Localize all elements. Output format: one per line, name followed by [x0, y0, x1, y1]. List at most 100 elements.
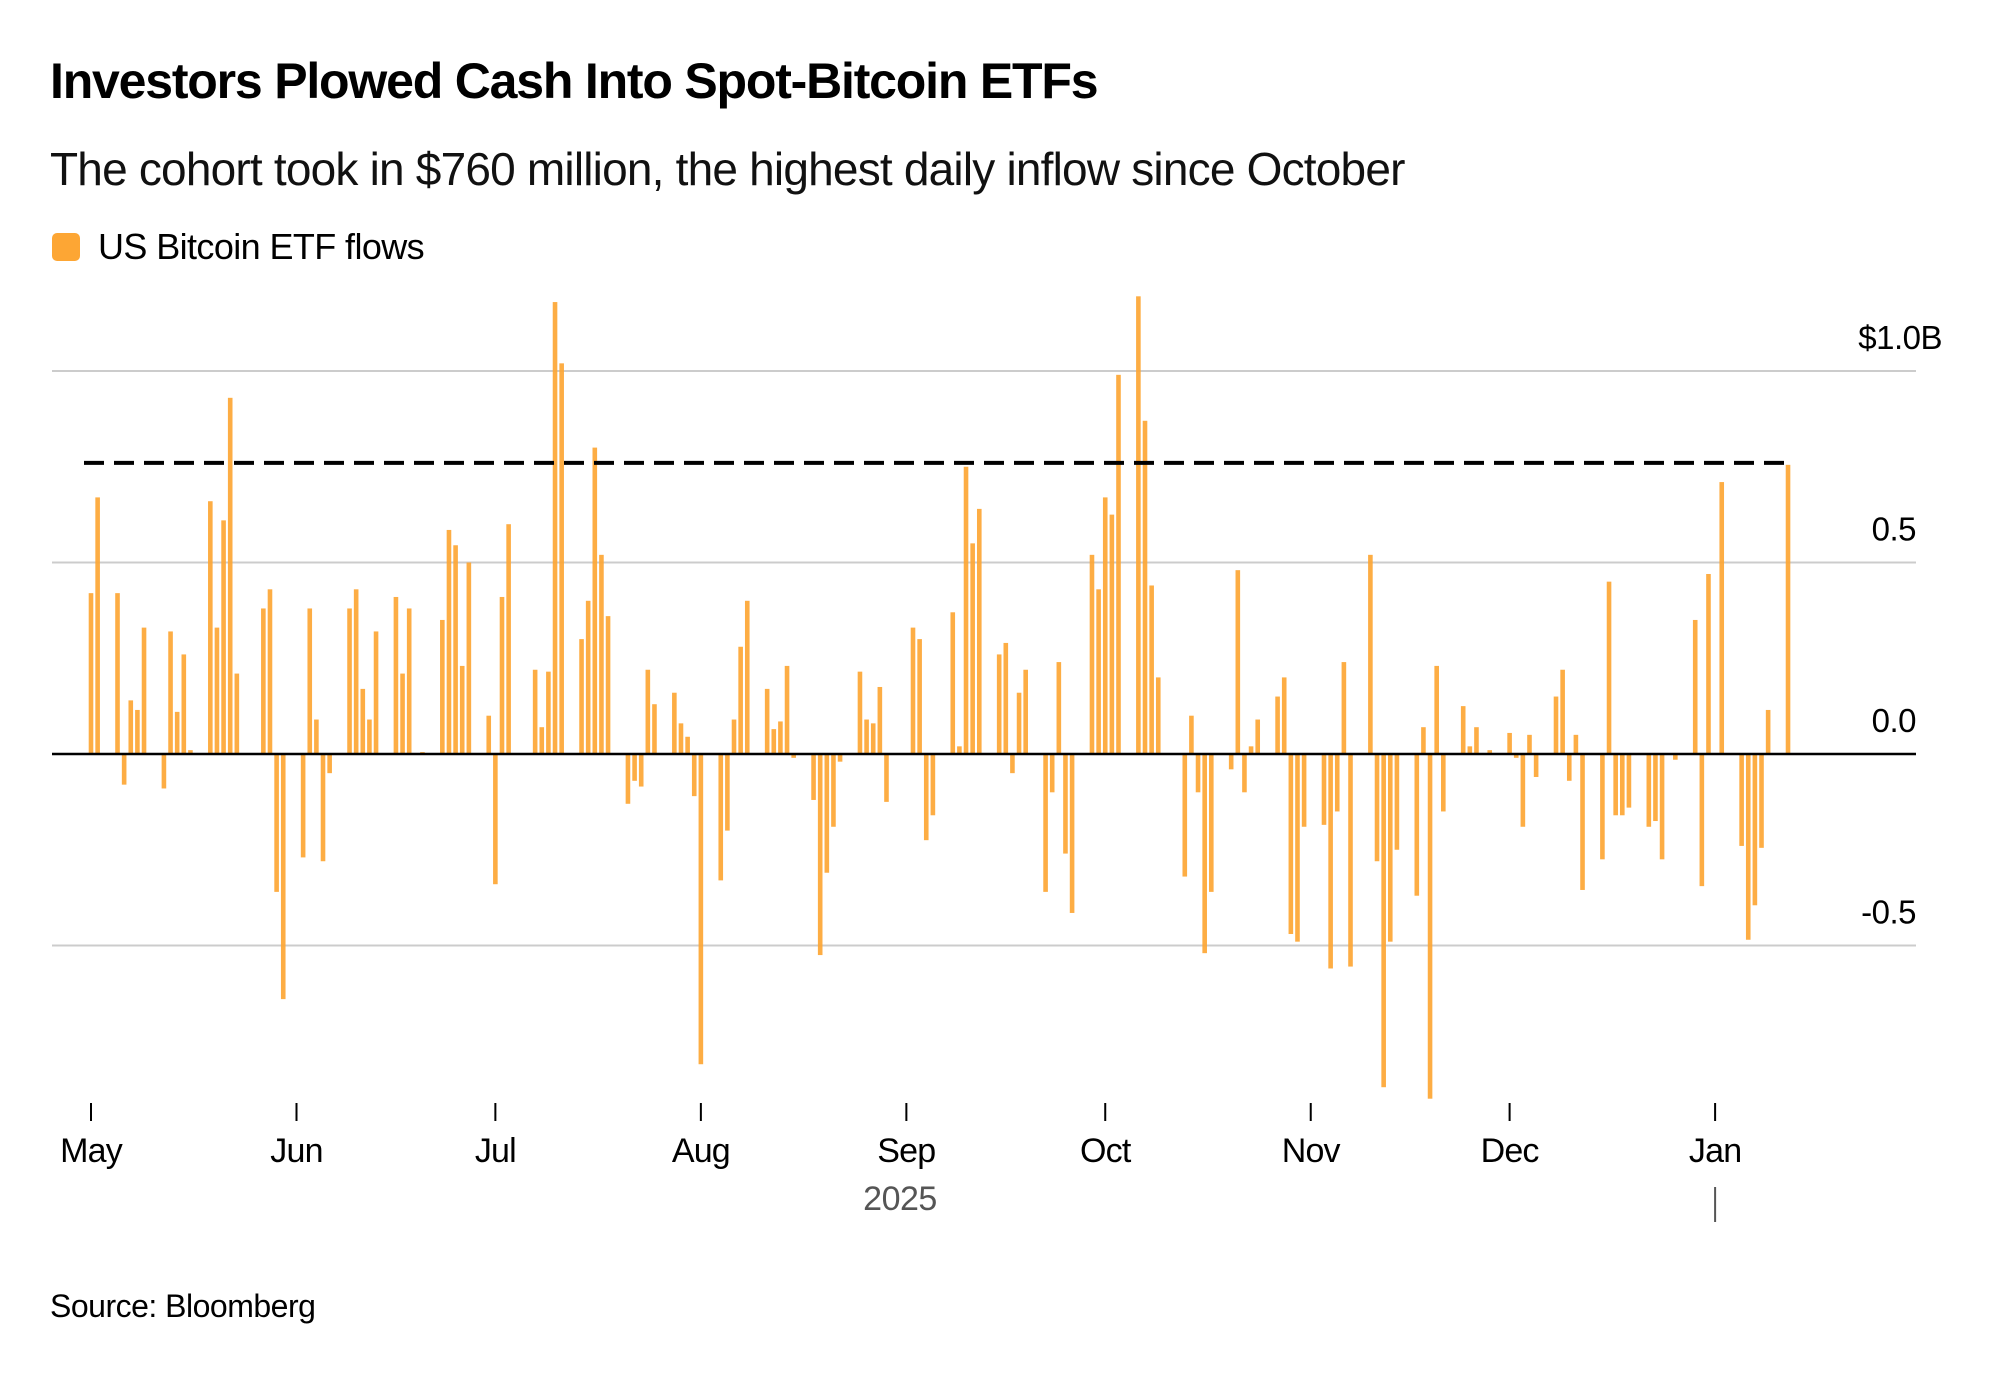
bar [161, 754, 167, 789]
bar [1613, 754, 1618, 816]
bar [771, 729, 777, 754]
bar [996, 654, 1002, 754]
bar [1600, 754, 1605, 860]
bar [181, 654, 187, 754]
bar [1295, 754, 1300, 942]
bar [1765, 709, 1771, 754]
x-tick-label: Jun [270, 1132, 322, 1170]
bar [1288, 754, 1294, 935]
bar [1023, 669, 1028, 754]
bar [1228, 754, 1234, 770]
bar [1507, 732, 1512, 754]
bar [1202, 754, 1207, 954]
x-tick-label: Jan [1689, 1132, 1741, 1170]
year-label: 2025 [863, 1180, 937, 1218]
bar [1467, 746, 1473, 754]
bar [95, 497, 100, 754]
bar [1189, 715, 1194, 754]
bar [1003, 642, 1009, 754]
bar [1209, 754, 1214, 892]
bar [1275, 696, 1280, 754]
bar [605, 616, 611, 754]
bar [1368, 554, 1373, 754]
bar [261, 608, 266, 754]
bar [546, 671, 551, 754]
bar [1348, 754, 1353, 967]
bar [1149, 585, 1154, 754]
x-tick-label: Oct [1080, 1132, 1132, 1170]
bar [857, 671, 863, 754]
bar [837, 754, 843, 762]
bar [532, 669, 538, 754]
bar [486, 715, 492, 754]
bar [1659, 754, 1665, 860]
bar [1255, 719, 1261, 754]
y-axis-labels: $1.0B 0.5 0.0 -0.5 [1858, 319, 1942, 931]
bar [718, 754, 724, 881]
bar [307, 608, 313, 754]
bar [1673, 754, 1678, 760]
bar [1533, 754, 1539, 777]
bar [227, 397, 233, 754]
bar [1142, 420, 1148, 754]
bar [539, 727, 545, 754]
bar [300, 754, 306, 858]
chart-subtitle: The cohort took in $760 million, the hig… [50, 143, 1405, 195]
bar [791, 754, 796, 758]
bar [208, 501, 213, 754]
bar [1460, 706, 1466, 754]
bar [367, 719, 372, 754]
bar [188, 750, 193, 754]
bar [1606, 581, 1612, 754]
bar [280, 754, 286, 1000]
bar [1096, 589, 1101, 754]
bar [638, 754, 644, 787]
bar [870, 723, 876, 754]
legend: US Bitcoin ETF flows [52, 226, 425, 268]
bar [121, 754, 127, 785]
bar [1281, 677, 1287, 754]
bar [652, 704, 657, 754]
bar [446, 529, 452, 754]
bar [1553, 696, 1559, 754]
bar [1248, 746, 1254, 754]
bar [1049, 754, 1055, 793]
bar [1421, 727, 1426, 754]
bar [353, 589, 359, 754]
bar [930, 754, 936, 816]
bar [1646, 754, 1652, 827]
bar [1043, 754, 1048, 892]
bar [320, 754, 326, 862]
x-tick-label: Nov [1282, 1132, 1341, 1170]
bar [1116, 374, 1121, 754]
bar [1520, 754, 1526, 827]
bar [174, 711, 180, 754]
bar [1136, 296, 1141, 754]
bar [499, 596, 505, 754]
bar [592, 447, 598, 754]
bar [1056, 662, 1062, 754]
bar [1706, 573, 1711, 754]
bar [957, 746, 962, 754]
bar [1089, 554, 1095, 754]
bar [678, 723, 684, 754]
bar [459, 665, 465, 754]
x-tick-label: Sep [877, 1132, 935, 1170]
bar [267, 589, 273, 754]
bar [115, 593, 120, 754]
bar [691, 754, 697, 797]
bar [579, 639, 584, 754]
bar [1699, 754, 1705, 887]
bar [1010, 754, 1015, 774]
bar [764, 688, 770, 754]
bar [221, 520, 226, 754]
bar [406, 608, 412, 754]
bar [1235, 570, 1241, 754]
bar [1109, 514, 1115, 754]
legend-swatch [52, 233, 80, 261]
bar [1334, 754, 1340, 812]
bar [1619, 754, 1625, 816]
bar [672, 692, 677, 754]
bar [400, 673, 405, 754]
